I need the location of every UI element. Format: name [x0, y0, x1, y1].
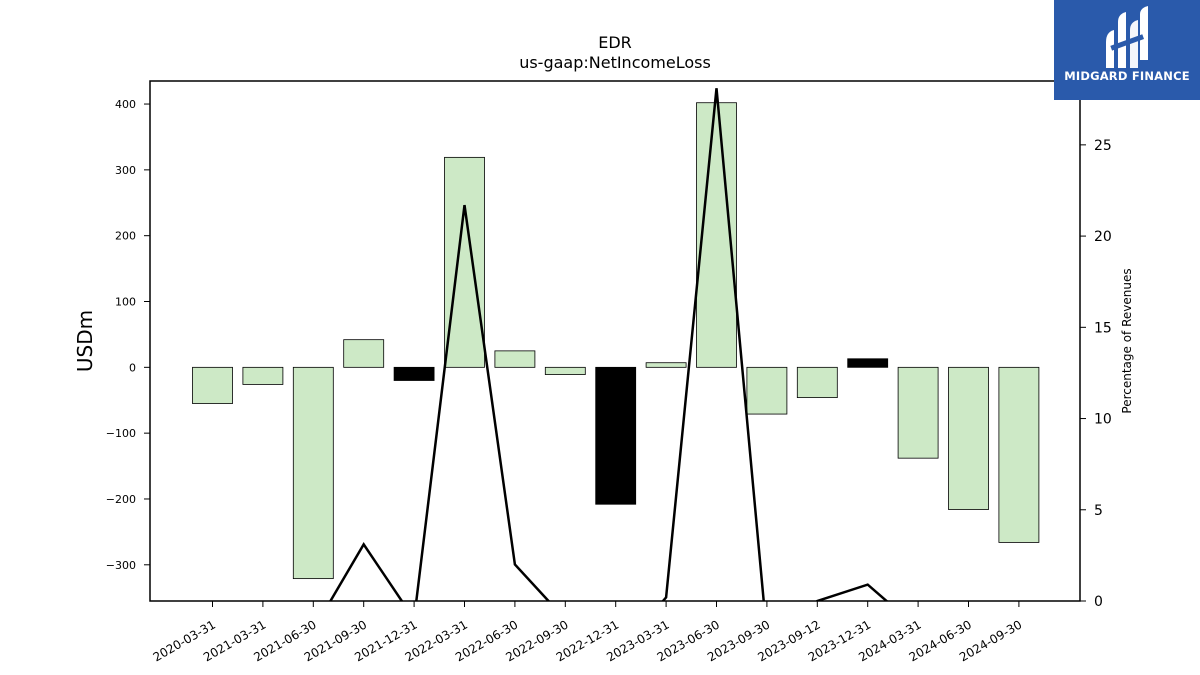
y-tick-label: −100 [106, 427, 136, 440]
y2-tick-label: 15 [1094, 320, 1112, 336]
bar-2020-03-31 [192, 366, 233, 404]
y2-tick-label: 5 [1094, 503, 1103, 519]
bar-2021-03-31 [242, 366, 284, 385]
bar-2023-12-31 [847, 358, 889, 368]
y-tick-label: 400 [115, 98, 136, 111]
chart-title: EDR [598, 33, 632, 52]
y-tick-label: −200 [106, 493, 136, 506]
logo-mark-icon [1106, 6, 1148, 68]
axes-group: −300−200−100010020030040005101520252020-… [106, 98, 1112, 664]
bar-2022-03-31 [444, 156, 485, 368]
bar-2024-06-30 [948, 366, 989, 510]
midgard-finance-logo: MIDGARD FINANCE [1054, 0, 1200, 100]
y2-axis-label: Percentage of Revenues [1120, 268, 1134, 413]
y-tick-label: 0 [129, 361, 136, 374]
bar-2022-06-30 [494, 350, 536, 368]
plot-frame [149, 80, 1081, 602]
chart-subtitle: us-gaap:NetIncomeLoss [519, 53, 711, 72]
percentage-line [329, 88, 889, 601]
bar-2021-06-30 [292, 366, 334, 580]
bar-2023-09-12 [796, 366, 838, 399]
y-axis-label: USDm [73, 310, 97, 372]
bar-2022-12-31 [595, 366, 637, 505]
bar-2023-03-31 [645, 362, 687, 368]
logo-text: MIDGARD FINANCE [1064, 69, 1190, 83]
bar-2023-09-30 [746, 366, 788, 415]
y-tick-label: 200 [115, 230, 136, 243]
bar-2021-09-30 [343, 339, 385, 368]
y-tick-label: 300 [115, 164, 136, 177]
y-tick-label: 100 [115, 296, 136, 309]
bar-2021-12-31 [393, 366, 435, 381]
y-tick-label: −300 [106, 559, 136, 572]
y2-tick-label: 0 [1094, 594, 1103, 610]
y2-tick-label: 25 [1094, 138, 1112, 154]
line-group [329, 88, 889, 601]
y2-tick-label: 20 [1094, 229, 1112, 245]
y2-tick-label: 10 [1094, 412, 1112, 428]
bars-group [192, 102, 1040, 580]
bar-2022-09-30 [544, 366, 586, 375]
bar-2024-09-30 [998, 366, 1040, 543]
bar-2024-03-31 [897, 366, 939, 459]
